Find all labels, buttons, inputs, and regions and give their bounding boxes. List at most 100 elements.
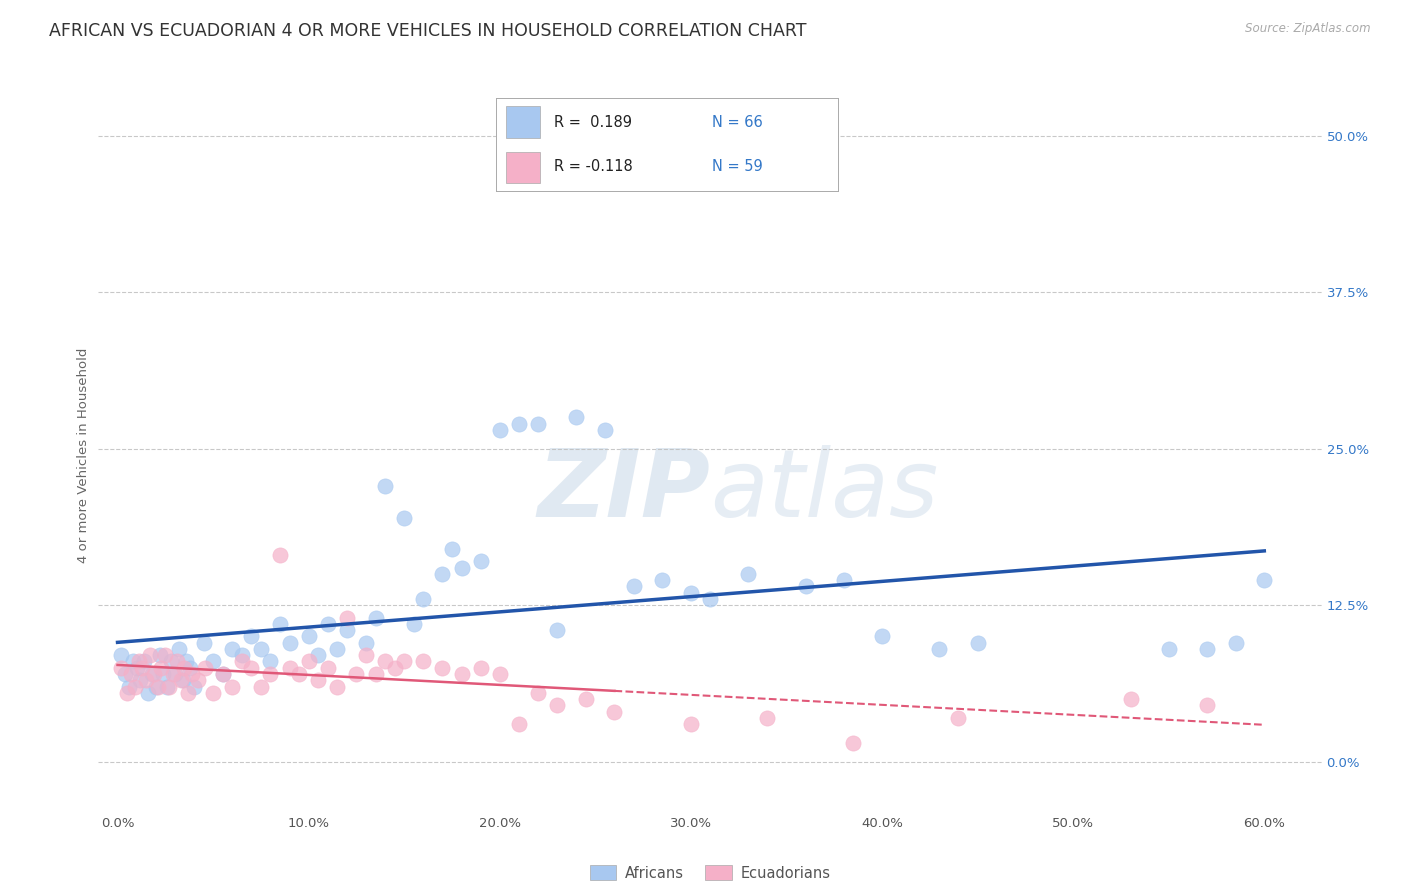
Point	[250, 642, 273, 657]
Point	[110, 648, 132, 663]
Point	[125, 661, 148, 675]
Point	[870, 630, 893, 644]
Point	[603, 705, 626, 719]
Point	[346, 667, 368, 681]
Point	[278, 636, 301, 650]
Point	[374, 655, 396, 669]
Text: atlas: atlas	[710, 445, 938, 536]
Point	[966, 636, 988, 650]
Point	[288, 667, 311, 681]
Point	[160, 655, 183, 669]
Point	[450, 667, 472, 681]
Point	[1119, 692, 1142, 706]
Point	[128, 655, 150, 669]
Point	[240, 661, 263, 675]
Point	[593, 423, 616, 437]
Point	[269, 548, 291, 562]
Point	[412, 591, 434, 606]
Point	[118, 680, 141, 694]
Point	[142, 667, 165, 681]
Point	[259, 667, 281, 681]
Point	[240, 630, 263, 644]
Point	[269, 616, 291, 631]
Point	[177, 686, 200, 700]
Point	[221, 642, 243, 657]
Text: AFRICAN VS ECUADORIAN 4 OR MORE VEHICLES IN HOUSEHOLD CORRELATION CHART: AFRICAN VS ECUADORIAN 4 OR MORE VEHICLES…	[49, 22, 807, 40]
Point	[450, 560, 472, 574]
Point	[402, 616, 425, 631]
Point	[155, 648, 177, 663]
Text: ZIP: ZIP	[537, 444, 710, 537]
Point	[488, 423, 510, 437]
Point	[508, 717, 530, 731]
Point	[202, 655, 225, 669]
Point	[278, 661, 301, 675]
Legend: Africans, Ecuadorians: Africans, Ecuadorians	[583, 859, 837, 887]
Point	[354, 636, 377, 650]
Point	[546, 698, 568, 713]
Point	[679, 585, 702, 599]
Point	[298, 630, 321, 644]
Point	[794, 579, 817, 593]
Point	[157, 680, 180, 694]
Point	[120, 667, 142, 681]
Point	[179, 661, 201, 675]
Point	[134, 655, 156, 669]
Point	[131, 661, 153, 675]
Point	[298, 655, 321, 669]
Point	[181, 667, 204, 681]
Point	[156, 680, 179, 694]
Point	[336, 623, 359, 637]
Point	[307, 673, 329, 688]
Point	[166, 655, 188, 669]
Point	[392, 655, 416, 669]
Point	[316, 616, 339, 631]
Point	[221, 680, 243, 694]
Point	[1225, 636, 1247, 650]
Point	[172, 673, 194, 688]
Point	[121, 655, 143, 669]
Point	[146, 680, 169, 694]
Point	[307, 648, 329, 663]
Point	[527, 417, 550, 431]
Point	[928, 642, 950, 657]
Point	[115, 686, 138, 700]
Point	[392, 510, 416, 524]
Point	[1253, 573, 1275, 587]
Point	[412, 655, 434, 669]
Point	[699, 591, 721, 606]
Point	[163, 667, 186, 681]
Point	[354, 648, 377, 663]
Point	[432, 661, 454, 675]
Point	[211, 667, 233, 681]
Point	[231, 648, 253, 663]
Point	[211, 667, 233, 681]
Point	[259, 655, 281, 669]
Point	[135, 673, 157, 688]
Point	[1157, 642, 1180, 657]
Point	[651, 573, 673, 587]
Point	[948, 711, 970, 725]
Point	[202, 686, 225, 700]
Point	[169, 673, 191, 688]
Point	[187, 673, 209, 688]
Point	[336, 610, 359, 624]
Point	[110, 661, 132, 675]
Point	[508, 417, 530, 431]
Point	[316, 661, 339, 675]
Point	[152, 667, 174, 681]
Point	[470, 554, 492, 568]
Point	[141, 667, 163, 681]
Point	[114, 667, 136, 681]
Point	[231, 655, 253, 669]
Point	[364, 667, 387, 681]
Point	[1195, 698, 1218, 713]
Point	[623, 579, 645, 593]
Point	[167, 642, 190, 657]
Point	[124, 680, 146, 694]
Point	[326, 642, 349, 657]
Point	[440, 541, 463, 556]
Point	[374, 479, 396, 493]
Text: Source: ZipAtlas.com: Source: ZipAtlas.com	[1246, 22, 1371, 36]
Y-axis label: 4 or more Vehicles in Household: 4 or more Vehicles in Household	[77, 347, 90, 563]
